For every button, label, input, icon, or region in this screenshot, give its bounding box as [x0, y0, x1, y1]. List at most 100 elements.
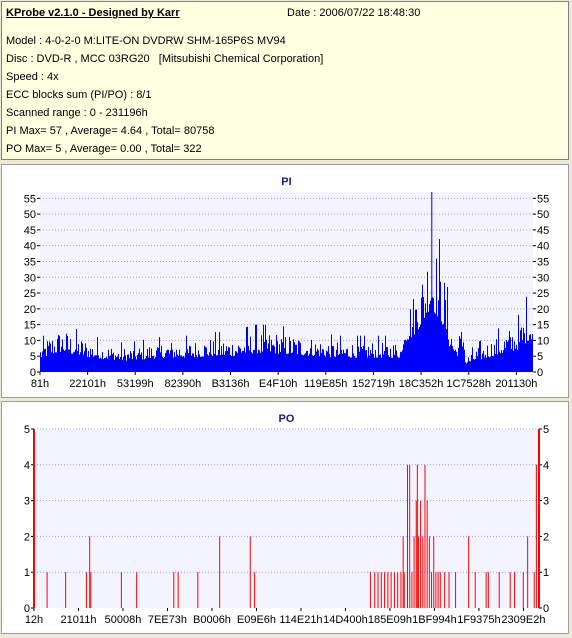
pi-bar	[487, 345, 488, 372]
pi-bar	[89, 357, 90, 372]
pi-bar	[446, 329, 447, 372]
pi-bar	[406, 341, 407, 372]
pi-bar	[238, 345, 239, 372]
pi-bar	[368, 346, 369, 372]
pi-bar	[102, 351, 103, 372]
pi-bar	[291, 353, 292, 372]
pi-bar	[404, 340, 405, 372]
pi-bar	[261, 335, 262, 372]
pi-bar	[306, 351, 307, 372]
info-ecc: ECC blocks sum (PI/PO) : 8/1	[6, 89, 152, 101]
pi-bar	[523, 327, 524, 372]
pi-bar	[314, 354, 315, 372]
pi-bar	[428, 311, 429, 372]
pi-bar	[173, 357, 174, 372]
pi-bar	[310, 348, 311, 372]
pi-bar	[418, 329, 419, 372]
pi-bar	[499, 351, 500, 372]
pi-bar	[242, 351, 243, 372]
pi-bar	[81, 341, 82, 372]
pi-bar	[295, 344, 296, 372]
po-chart: PO 0 0 1 1 2 2 3 3 4 4 5 5 12h 21011h 50008h 7EE73h B0006…	[24, 413, 549, 626]
pi-bar	[115, 355, 116, 372]
pi-bar	[252, 353, 253, 372]
pi-bar	[401, 352, 402, 372]
pi-bar	[318, 350, 319, 372]
pi-bar	[272, 345, 273, 372]
pi-bar	[191, 355, 192, 372]
pi-bar	[472, 347, 473, 372]
pi-bar	[59, 335, 60, 372]
pi-bar	[45, 348, 46, 372]
y-tick-label-left: 45	[24, 225, 36, 237]
pi-bar	[336, 349, 337, 372]
pi-bar	[460, 338, 461, 372]
pi-bar	[491, 344, 492, 372]
pi-bar	[517, 349, 518, 372]
pi-bar	[264, 341, 265, 372]
y-tick-label-left: 40	[24, 241, 36, 253]
pi-bar	[48, 345, 49, 372]
pi-bar	[153, 355, 154, 372]
pi-bar	[136, 359, 137, 372]
y-tick-label-right: 10	[537, 335, 549, 347]
x-tick-label: 12h	[25, 614, 43, 626]
pi-bar	[268, 343, 269, 372]
pi-bar	[414, 334, 415, 372]
pi-bar	[241, 352, 242, 372]
pi-bar	[313, 356, 314, 372]
pi-bar	[458, 347, 459, 372]
pi-bar	[453, 349, 454, 372]
y-tick-label-right: 0	[537, 367, 543, 379]
x-tick-label: 1F9375h	[457, 614, 500, 626]
pi-chart-panel: PI 0 0 5 5 10 10 15 15 20 20 25 25 30 30 35 35 40 40 45 45 50…	[1, 164, 569, 398]
pi-bar	[186, 335, 187, 372]
pi-bar	[194, 357, 195, 372]
y-tick-label-left: 10	[24, 335, 36, 347]
x-tick-label: 119E85h	[304, 378, 347, 390]
pi-bar	[276, 335, 277, 372]
y-tick-label-right: 55	[537, 193, 549, 205]
pi-bar	[144, 359, 145, 372]
pi-bar	[332, 346, 333, 372]
pi-bar	[204, 345, 205, 372]
pi-bar	[104, 357, 105, 372]
pi-bar	[513, 350, 514, 372]
pi-bar	[118, 353, 119, 372]
pi-bar	[131, 353, 132, 372]
pi-bar	[366, 349, 367, 372]
pi-bar	[498, 328, 499, 372]
pi-bar	[290, 341, 291, 372]
pi-bar	[128, 354, 129, 372]
pi-bar	[331, 334, 332, 372]
pi-bar	[403, 344, 404, 372]
y-tick-label-left: 3	[24, 496, 30, 508]
y-tick-label-left: 55	[24, 193, 36, 205]
info-pi-stats: PI Max= 57 , Average= 4.64 , Total= 8075…	[6, 125, 215, 137]
pi-bar	[237, 352, 238, 372]
pi-bar	[203, 356, 204, 372]
pi-bar	[201, 356, 202, 372]
pi-bar	[122, 359, 123, 372]
pi-bar	[451, 338, 452, 372]
pi-bar	[130, 351, 131, 372]
pi-bar	[147, 348, 148, 372]
pi-bar	[159, 337, 160, 372]
pi-bar	[357, 335, 358, 372]
y-tick-label-left: 0	[24, 603, 30, 615]
pi-bar	[303, 355, 304, 372]
pi-bar	[42, 351, 43, 372]
pi-bar	[277, 341, 278, 372]
pi-bar	[465, 362, 466, 372]
pi-bar	[87, 356, 88, 372]
pi-bar	[120, 356, 121, 372]
pi-bar	[456, 351, 457, 372]
pi-bar	[450, 344, 451, 372]
pi-bar	[158, 347, 159, 372]
pi-bar	[145, 358, 146, 372]
pi-bar	[184, 357, 185, 372]
pi-bar	[324, 354, 325, 372]
pi-bar	[71, 353, 72, 372]
pi-bar	[378, 335, 379, 372]
pi-bar	[454, 350, 455, 372]
